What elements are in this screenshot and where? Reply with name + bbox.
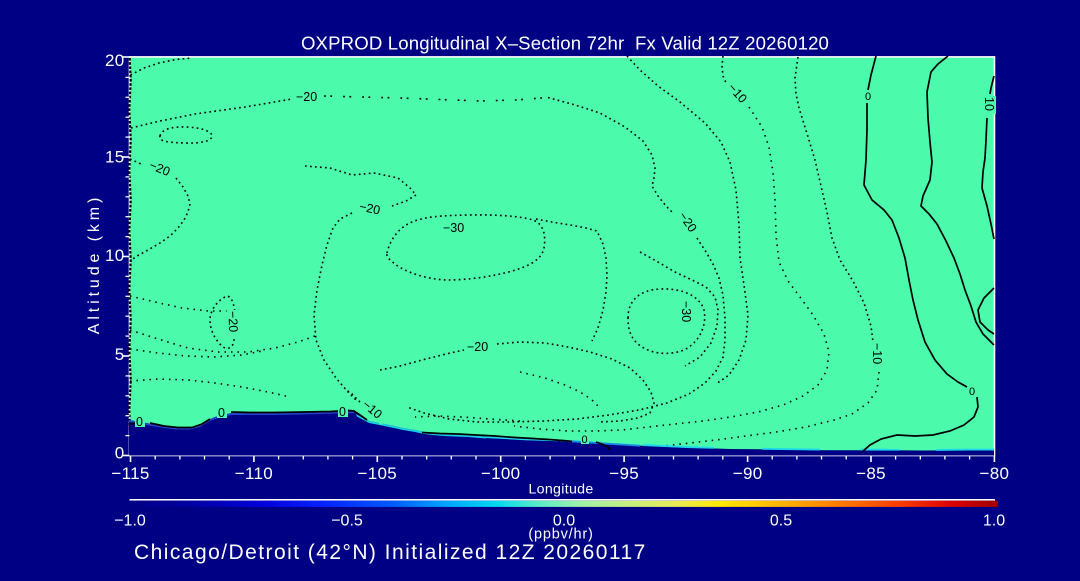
- svg-text:−10: −10: [870, 343, 884, 364]
- svg-text:15: 15: [105, 148, 125, 167]
- svg-text:(ppbv/hr): (ppbv/hr): [528, 527, 593, 543]
- svg-text:−30: −30: [679, 301, 693, 322]
- svg-text:−20: −20: [467, 340, 488, 354]
- svg-text:−85: −85: [856, 464, 886, 483]
- svg-text:0: 0: [218, 406, 225, 420]
- svg-text:−90: −90: [733, 464, 763, 483]
- svg-text:−100: −100: [481, 464, 521, 483]
- svg-text:−95: −95: [609, 464, 639, 483]
- svg-text:0: 0: [582, 434, 588, 446]
- svg-text:−20: −20: [296, 90, 317, 104]
- svg-text:10: 10: [982, 97, 996, 111]
- svg-text:0: 0: [115, 444, 125, 463]
- svg-text:0: 0: [865, 91, 871, 103]
- svg-text:−110: −110: [235, 464, 273, 483]
- svg-text:−0.5: −0.5: [331, 513, 363, 530]
- svg-text:1.0: 1.0: [983, 513, 1005, 530]
- svg-text:0.0: 0.0: [553, 513, 575, 530]
- svg-text:OXPROD Longitudinal X–Section: OXPROD Longitudinal X–Section 72hr Fx Va…: [301, 33, 829, 54]
- svg-text:20: 20: [105, 51, 125, 70]
- svg-text:−20: −20: [358, 199, 382, 217]
- svg-text:0: 0: [969, 386, 975, 398]
- svg-text:−20: −20: [226, 311, 241, 333]
- svg-text:−1.0: −1.0: [114, 513, 146, 530]
- svg-text:−115: −115: [111, 464, 149, 483]
- svg-text:−80: −80: [980, 464, 1010, 483]
- svg-text:0: 0: [136, 415, 143, 429]
- svg-text:−30: −30: [443, 221, 464, 235]
- svg-text:Longitude: Longitude: [528, 482, 593, 498]
- svg-text:Altitude (km): Altitude (km): [86, 194, 103, 335]
- svg-text:0.5: 0.5: [770, 513, 792, 530]
- svg-text:−105: −105: [358, 464, 398, 483]
- svg-text:0: 0: [339, 405, 346, 419]
- svg-text:Chicago/Detroit (42°N) Initial: Chicago/Detroit (42°N) Initialized 12Z 2…: [134, 541, 647, 564]
- svg-text:5: 5: [115, 345, 125, 364]
- svg-text:10: 10: [105, 246, 125, 265]
